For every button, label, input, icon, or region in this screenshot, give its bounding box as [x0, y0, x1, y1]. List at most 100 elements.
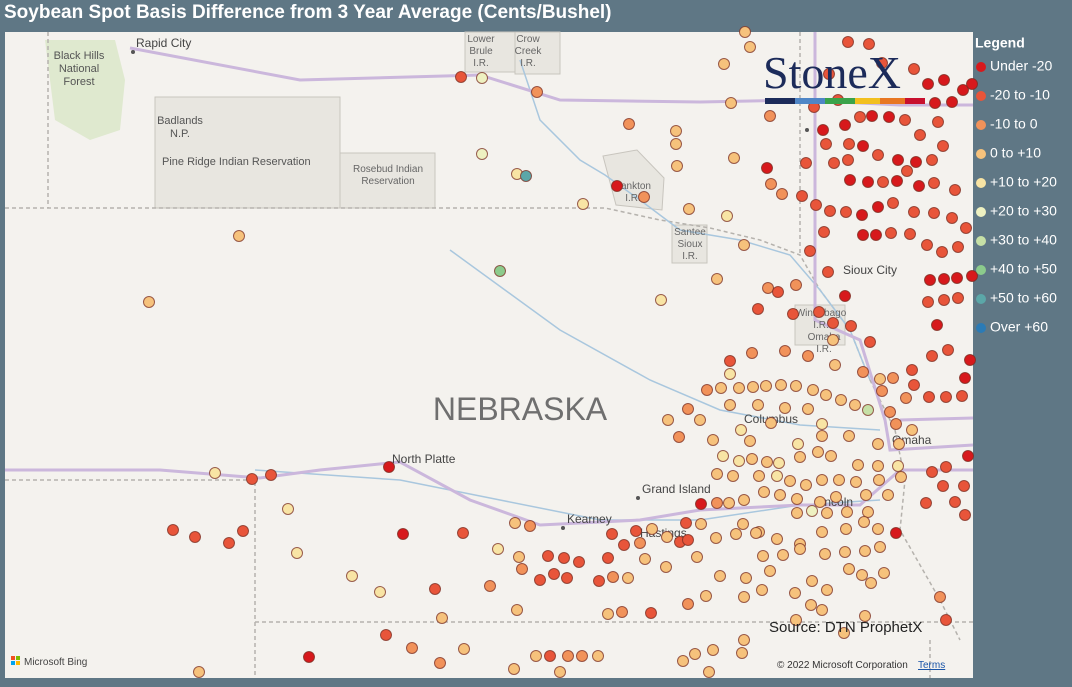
location-dot	[757, 550, 769, 562]
location-dot	[966, 78, 978, 90]
location-dot	[530, 650, 542, 662]
location-dot	[874, 373, 886, 385]
place-label: I.R.	[813, 320, 829, 331]
location-dot	[938, 74, 950, 86]
location-dot	[924, 274, 936, 286]
location-dot	[534, 574, 546, 586]
location-dot	[671, 160, 683, 172]
location-dot	[807, 384, 819, 396]
location-dot	[602, 552, 614, 564]
location-dot	[843, 563, 855, 575]
location-dot	[872, 460, 884, 472]
legend-swatch	[976, 120, 986, 130]
location-dot	[682, 403, 694, 415]
location-dot	[707, 434, 719, 446]
location-dot	[964, 354, 976, 366]
location-dot	[823, 68, 835, 80]
location-dot	[670, 125, 682, 137]
location-dot	[816, 418, 828, 430]
location-dot	[819, 548, 831, 560]
location-dot	[756, 584, 768, 596]
place-label: I.R.	[520, 58, 536, 69]
location-dot	[374, 586, 386, 598]
location-dot	[854, 111, 866, 123]
location-dot	[926, 466, 938, 478]
location-dot	[885, 227, 897, 239]
location-dot	[714, 570, 726, 582]
location-dot	[923, 391, 935, 403]
location-dot	[576, 650, 588, 662]
location-dot	[739, 26, 751, 38]
location-dot	[707, 644, 719, 656]
location-dot	[346, 570, 358, 582]
location-dot	[223, 537, 235, 549]
location-dot	[928, 177, 940, 189]
location-dot	[920, 497, 932, 509]
location-dot	[789, 587, 801, 599]
location-dot	[735, 424, 747, 436]
location-dot	[966, 270, 978, 282]
location-dot	[791, 493, 803, 505]
location-dot	[844, 174, 856, 186]
place-label: I.R.	[473, 58, 489, 69]
location-dot	[872, 523, 884, 535]
legend-swatch	[976, 62, 986, 72]
location-dot	[790, 279, 802, 291]
location-dot	[752, 399, 764, 411]
location-dot	[733, 455, 745, 467]
location-dot	[760, 380, 772, 392]
location-dot	[747, 381, 759, 393]
legend-label: +20 to +30	[990, 203, 1057, 219]
location-dot	[942, 344, 954, 356]
location-dot	[189, 531, 201, 543]
location-dot	[695, 518, 707, 530]
location-dot	[856, 569, 868, 581]
location-dot	[858, 516, 870, 528]
location-dot	[237, 525, 249, 537]
location-dot	[839, 546, 851, 558]
location-dot	[562, 650, 574, 662]
location-dot	[765, 178, 777, 190]
location-dot	[820, 389, 832, 401]
location-dot	[959, 509, 971, 521]
location-dot	[863, 38, 875, 50]
location-dot	[860, 489, 872, 501]
location-dot	[857, 140, 869, 152]
location-dot	[577, 198, 589, 210]
location-dot	[800, 479, 812, 491]
location-dot	[810, 199, 822, 211]
location-dot	[680, 517, 692, 529]
location-dot	[764, 565, 776, 577]
location-dot	[856, 209, 868, 221]
location-dot	[509, 517, 521, 529]
location-dot	[772, 286, 784, 298]
location-dot	[730, 528, 742, 540]
location-dot	[791, 507, 803, 519]
legend-swatch	[976, 178, 986, 188]
location-dot	[494, 265, 506, 277]
location-dot	[694, 414, 706, 426]
place-label: Forest	[63, 76, 94, 88]
location-dot	[593, 575, 605, 587]
location-dot	[960, 222, 972, 234]
location-dot	[859, 610, 871, 622]
location-dot	[733, 382, 745, 394]
location-dot	[865, 577, 877, 589]
legend-label: Under -20	[990, 58, 1052, 74]
place-label: Lower	[467, 34, 495, 45]
location-dot	[143, 296, 155, 308]
location-dot	[738, 239, 750, 251]
location-dot	[787, 308, 799, 320]
location-dot	[938, 273, 950, 285]
location-dot	[762, 282, 774, 294]
place-label: Badlands	[157, 115, 203, 127]
location-dot	[592, 650, 604, 662]
location-dot	[904, 228, 916, 240]
location-dot	[662, 414, 674, 426]
location-dot	[821, 507, 833, 519]
location-dot	[476, 148, 488, 160]
terms-link[interactable]: Terms	[918, 660, 945, 671]
location-dot	[952, 241, 964, 253]
location-dot	[956, 390, 968, 402]
location-dot	[618, 539, 630, 551]
